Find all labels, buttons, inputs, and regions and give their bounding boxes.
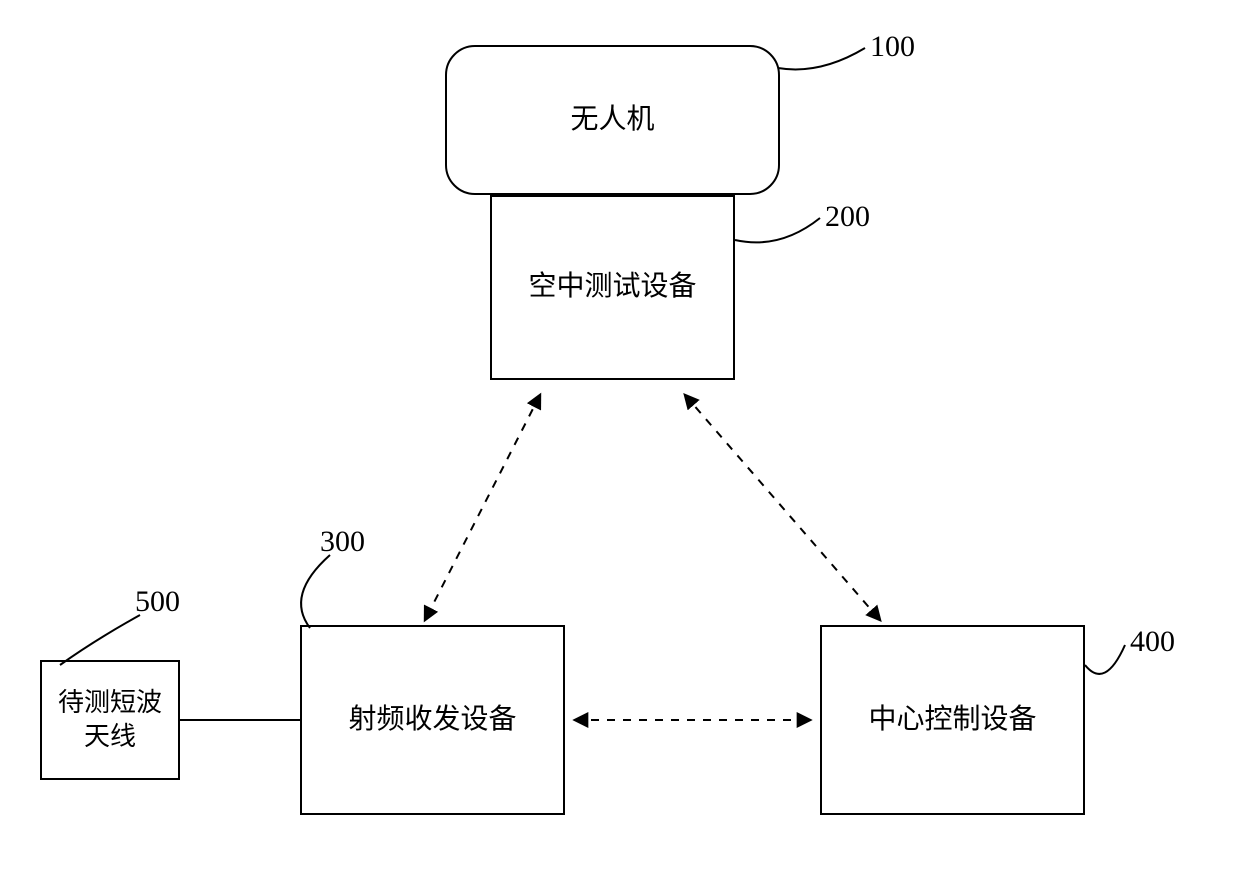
node-antenna-label: 待测短波天线 (58, 686, 162, 754)
ref-label-500: 500 (135, 585, 180, 619)
callout-300 (301, 555, 330, 628)
ref-label-400: 400 (1130, 625, 1175, 659)
node-antenna: 待测短波天线 (40, 660, 180, 780)
callout-500 (60, 615, 140, 665)
node-drone: 无人机 (445, 45, 780, 195)
callout-400 (1085, 645, 1125, 674)
node-aerial-test: 空中测试设备 (490, 195, 735, 380)
ref-label-300: 300 (320, 525, 365, 559)
node-aerial-test-label: 空中测试设备 (528, 269, 696, 305)
callout-100 (778, 48, 865, 69)
node-drone-label: 无人机 (570, 102, 654, 138)
node-rf-transceiver: 射频收发设备 (300, 625, 565, 815)
node-central-control: 中心控制设备 (820, 625, 1085, 815)
edge-aerial-to-central (685, 395, 880, 620)
edge-aerial-to-rf (425, 395, 540, 620)
node-central-control-label: 中心控制设备 (868, 702, 1036, 738)
ref-label-100: 100 (870, 30, 915, 64)
node-rf-transceiver-label: 射频收发设备 (348, 702, 516, 738)
ref-label-200: 200 (825, 200, 870, 234)
callout-200 (735, 218, 820, 242)
